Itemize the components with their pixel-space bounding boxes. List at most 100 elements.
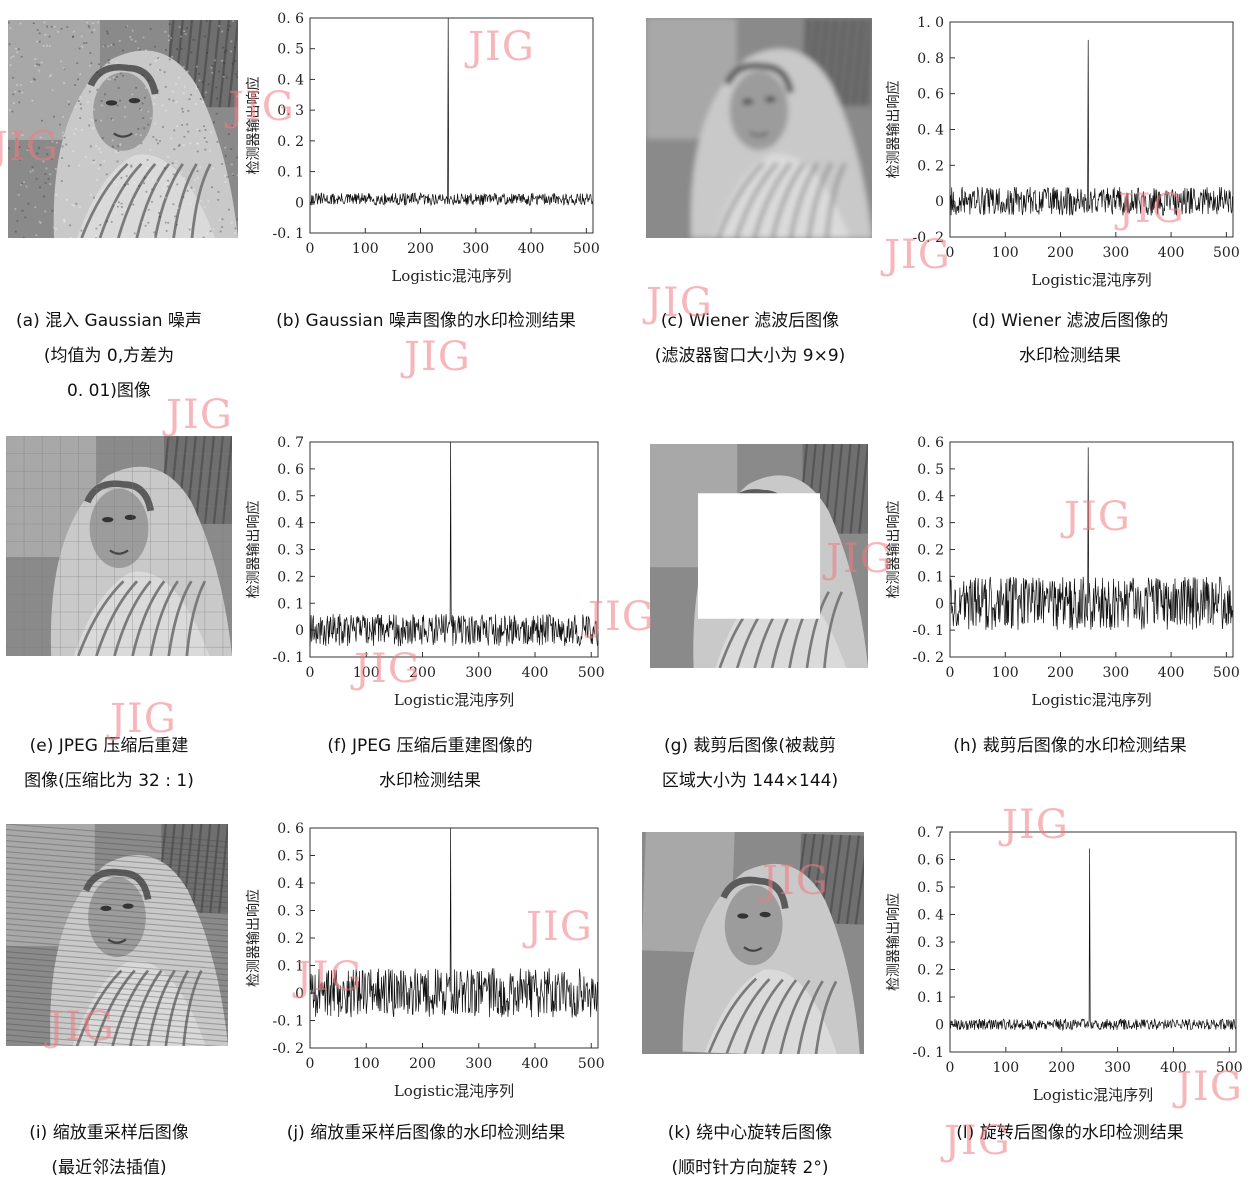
photo-rotated — [642, 832, 864, 1054]
x-tick-label: 0 — [306, 665, 315, 681]
y-tick-label: 0. 7 — [917, 825, 944, 841]
x-tick-label: 200 — [409, 665, 436, 681]
y-tick-label: -0. 2 — [913, 650, 944, 666]
caption-a-line2: (均值为 0,方差为 — [0, 339, 218, 374]
x-tick-label: 500 — [578, 1056, 605, 1072]
detector-response-series — [950, 447, 1232, 630]
y-tick-label: 0. 5 — [917, 462, 944, 478]
x-tick-label: 300 — [1102, 665, 1129, 681]
y-tick-label: 0 — [935, 596, 944, 612]
x-tick-label: 400 — [522, 665, 549, 681]
x-tick-label: 100 — [992, 665, 1019, 681]
y-tick-label: 0. 2 — [917, 543, 944, 559]
caption-e: (e) JPEG 压缩后重建 图像(压缩比为 32 : 1) — [0, 729, 218, 799]
photo-cropped-picture — [650, 444, 868, 668]
y-tick-label: -0. 2 — [913, 230, 944, 246]
y-axis-label: 检测器输出响应 — [885, 893, 902, 991]
caption-g-line2: 区域大小为 144×144) — [630, 764, 870, 799]
x-tick-label: 200 — [1048, 1060, 1075, 1076]
y-tick-label: 0. 4 — [277, 516, 304, 532]
x-tick-label: 0 — [946, 665, 955, 681]
y-tick-label: -0. 1 — [273, 226, 304, 242]
caption-g: (g) 裁剪后图像(被裁剪 区域大小为 144×144) — [630, 729, 870, 799]
x-tick-label: 100 — [992, 245, 1019, 261]
y-tick-label: 0. 7 — [277, 435, 304, 451]
x-tick-label: 400 — [1160, 1060, 1187, 1076]
x-axis-label: Logistic混沌序列 — [394, 1082, 514, 1100]
y-tick-label: 0 — [935, 1018, 944, 1034]
detector-response-series — [310, 442, 597, 646]
plot-frame — [310, 828, 598, 1048]
y-tick-label: 0. 3 — [917, 516, 944, 532]
caption-c-line2: (滤波器窗口大小为 9×9) — [630, 339, 870, 374]
caption-k: (k) 绕中心旋转后图像 (顺时针方向旋转 2°) — [630, 1116, 870, 1186]
y-tick-label: 0. 1 — [277, 165, 304, 181]
x-tick-label: 300 — [1104, 1060, 1131, 1076]
y-tick-label: 0. 4 — [917, 123, 944, 139]
caption-h-line1: (h) 裁剪后图像的水印检测结果 — [915, 729, 1225, 764]
y-tick-label: 0. 2 — [917, 158, 944, 174]
y-axis-label: 检测器输出响应 — [245, 889, 262, 987]
x-tick-label: 200 — [1047, 245, 1074, 261]
y-tick-label: 0. 5 — [277, 489, 304, 505]
caption-i-line1: (i) 缩放重采样后图像 — [0, 1116, 218, 1151]
x-tick-label: 200 — [407, 241, 434, 257]
photo-wiener-filtered-picture — [646, 18, 872, 238]
photo-jpeg — [6, 436, 232, 656]
x-tick-label: 300 — [465, 1056, 492, 1072]
photo-rotated-picture — [642, 832, 864, 1054]
y-tick-label: 0. 2 — [277, 134, 304, 150]
caption-a-line1: (a) 混入 Gaussian 噪声 — [0, 304, 218, 339]
x-tick-label: 0 — [946, 245, 955, 261]
x-axis-label: Logistic混沌序列 — [394, 691, 514, 709]
caption-f: (f) JPEG 压缩后重建图像的 水印检测结果 — [280, 729, 580, 799]
y-tick-label: -0. 1 — [913, 1045, 944, 1061]
x-tick-label: 0 — [306, 1056, 315, 1072]
x-tick-label: 500 — [578, 665, 605, 681]
y-tick-label: 1. 0 — [917, 15, 944, 31]
y-tick-label: -0. 2 — [273, 1041, 304, 1057]
detector-response-series — [310, 828, 597, 1018]
x-tick-label: 100 — [352, 241, 379, 257]
photo-rescaled-picture — [6, 824, 228, 1046]
photo-rescaled — [6, 824, 228, 1046]
watermark-4: JIG — [404, 334, 471, 380]
y-tick-label: 0 — [295, 623, 304, 639]
photo-gaussian-noise — [8, 20, 238, 238]
y-axis-label: 检测器输出响应 — [245, 77, 262, 175]
y-tick-label: 0. 6 — [277, 821, 304, 837]
x-tick-label: 100 — [353, 1056, 380, 1072]
caption-k-line1: (k) 绕中心旋转后图像 — [630, 1116, 870, 1151]
x-axis-label: Logistic混沌序列 — [1033, 1086, 1153, 1104]
plot-frame — [950, 832, 1236, 1052]
caption-d-line1: (d) Wiener 滤波后图像的 — [930, 304, 1210, 339]
y-tick-label: 0. 6 — [277, 11, 304, 27]
caption-j: (j) 缩放重采样后图像的水印检测结果 — [240, 1116, 612, 1151]
y-axis-label: 检测器输出响应 — [885, 501, 902, 599]
y-tick-label: 0. 6 — [917, 435, 944, 451]
y-tick-label: 0. 3 — [917, 935, 944, 951]
x-tick-label: 300 — [462, 241, 489, 257]
y-axis-label: 检测器输出响应 — [245, 501, 262, 599]
y-tick-label: 0. 1 — [277, 959, 304, 975]
caption-b: (b) Gaussian 噪声图像的水印检测结果 — [240, 304, 612, 339]
caption-d-line2: 水印检测结果 — [930, 339, 1210, 374]
y-tick-label: 0. 3 — [277, 904, 304, 920]
photo-cropped — [650, 444, 868, 668]
caption-i: (i) 缩放重采样后图像 (最近邻法插值) — [0, 1116, 218, 1186]
caption-h: (h) 裁剪后图像的水印检测结果 — [915, 729, 1225, 764]
y-tick-label: 0. 4 — [277, 72, 304, 88]
x-axis-label: Logistic混沌序列 — [1031, 271, 1151, 289]
x-tick-label: 300 — [1102, 245, 1129, 261]
x-tick-label: 100 — [353, 665, 380, 681]
photo-wiener-filtered — [646, 18, 872, 238]
